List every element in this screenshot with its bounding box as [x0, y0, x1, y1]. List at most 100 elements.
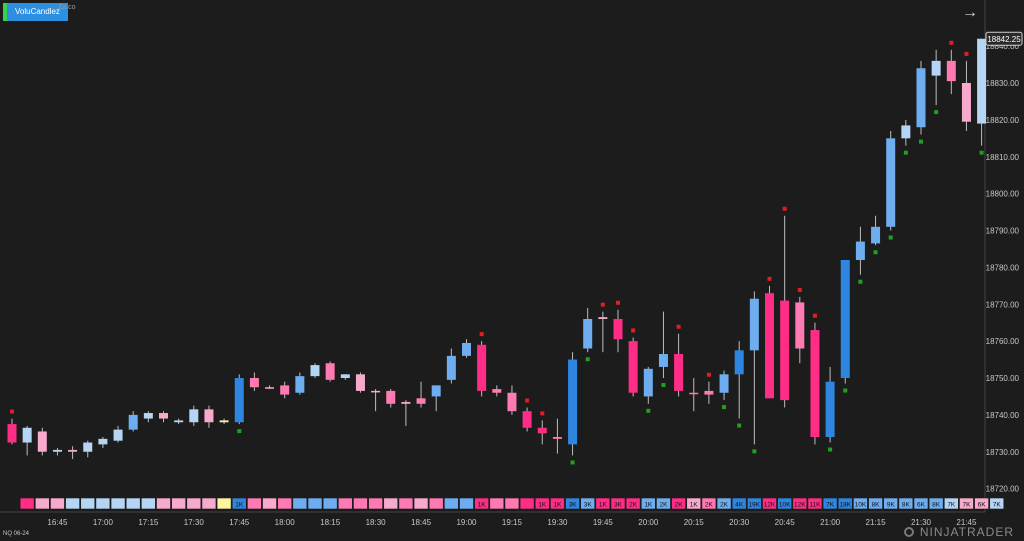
buy-signal-dot: [873, 250, 878, 255]
volume-cell: [822, 497, 838, 510]
volume-cell-label: 7K: [826, 502, 835, 509]
volume-cell: [292, 497, 308, 510]
price-tick-label: 18730.00: [986, 448, 1020, 457]
volume-cell: [747, 497, 762, 510]
volume-cell: [716, 497, 732, 510]
buy-signal-dot: [858, 279, 863, 284]
price-tick-label: 18780.00: [986, 263, 1020, 272]
candle-body: [916, 68, 926, 128]
candle-body: [249, 378, 259, 388]
volume-cell: [762, 497, 777, 510]
time-tick-label: 20:15: [684, 518, 705, 527]
candle-body: [431, 385, 441, 397]
time-tick-label: 19:30: [547, 518, 568, 527]
volume-cell: [550, 497, 565, 510]
sell-signal-dot: [964, 51, 969, 56]
volume-cell-label: 19K: [749, 502, 761, 509]
last-price-label: 18842.25: [987, 35, 1021, 44]
signal-dots: [10, 40, 984, 465]
volume-cell: [731, 497, 747, 510]
candles: [7, 38, 987, 460]
logo-ring-icon: [903, 527, 914, 537]
indicator-status-stripe: [3, 3, 7, 21]
buy-signal-dot: [646, 408, 651, 413]
buy-signal-dot: [828, 447, 833, 452]
volume-cell: [262, 497, 277, 510]
instrument-label: NQ 06-24: [3, 531, 30, 537]
volume-cell: [110, 497, 126, 510]
volume-cell: [777, 497, 792, 510]
sell-signal-dot: [767, 276, 772, 281]
sell-signal-dot: [949, 40, 954, 45]
time-tick-label: 17:00: [93, 518, 114, 527]
buy-signal-dot: [843, 388, 848, 393]
buy-signal-dot: [934, 110, 939, 115]
candle-body: [613, 319, 623, 340]
indicator-name: VoluCandlez: [7, 3, 68, 21]
volume-cell-label: 8K: [902, 502, 911, 509]
scroll-right-arrow-icon[interactable]: →: [962, 4, 978, 21]
time-tick-label: 16:45: [47, 518, 68, 527]
candle-body: [52, 449, 62, 452]
volume-cell-label: 10K: [855, 502, 867, 509]
candle-body: [204, 409, 214, 423]
volume-cell-label: 2K: [629, 502, 638, 509]
candle-body: [734, 350, 744, 375]
volume-cell-label: 18K: [839, 502, 851, 509]
candle-body: [643, 368, 653, 397]
volume-cell: [565, 497, 580, 510]
buy-signal-dot: [903, 150, 908, 155]
buy-signal-dot: [979, 150, 984, 155]
volume-cell-label: 7K: [993, 502, 1002, 509]
candle-body: [719, 374, 729, 393]
time-tick-label: 17:30: [184, 518, 205, 527]
candle-body: [446, 355, 456, 380]
volume-cell: [428, 497, 444, 510]
time-tick-label: 20:30: [729, 518, 750, 527]
candle-body: [234, 378, 244, 423]
indicator-badge[interactable]: VoluCandlez: [3, 3, 68, 21]
buy-signal-dot: [919, 139, 923, 144]
volume-cell: [413, 497, 429, 510]
volume-cell: [247, 497, 262, 510]
buy-signal-dot: [888, 235, 893, 240]
candle-body: [674, 354, 684, 391]
candle-body: [977, 38, 987, 124]
volume-cell-label: 3K: [614, 502, 623, 509]
volume-cell-label: 1K: [235, 502, 244, 509]
volume-cell: [534, 497, 550, 510]
candle-body: [462, 342, 471, 356]
volume-cell: [231, 497, 247, 510]
volume-cell: [19, 497, 35, 510]
candle-body: [189, 409, 199, 423]
candle-body: [280, 385, 290, 395]
volume-cell: [307, 497, 323, 510]
volume-cell: [444, 497, 459, 510]
candle-body: [295, 376, 305, 393]
candle-body: [113, 429, 123, 441]
volume-cell: [65, 497, 80, 510]
volume-cell-label: 1K: [538, 502, 547, 509]
sell-signal-dot: [540, 411, 545, 416]
candle-body: [143, 413, 153, 419]
candle-body: [159, 413, 168, 419]
volume-cell: [459, 497, 474, 510]
volume-cell-label: 9K: [887, 502, 896, 509]
buy-signal-dot: [752, 449, 757, 454]
sell-signal-dot: [10, 409, 14, 414]
volume-cell-label: 2K: [720, 502, 729, 509]
candle-body: [325, 363, 335, 380]
volume-cell: [156, 497, 171, 510]
sell-signal-dot: [676, 324, 681, 329]
sell-signal-dot: [797, 287, 802, 292]
volume-cell: [201, 497, 217, 510]
price-tick-label: 18720.00: [986, 485, 1020, 494]
candle-body: [98, 438, 108, 445]
volume-cell: [898, 497, 914, 510]
sell-signal-dot: [600, 302, 605, 307]
volume-cell: [504, 497, 520, 510]
sell-signal-dot: [479, 332, 484, 337]
volume-cell: [80, 497, 96, 510]
candle-body: [780, 300, 790, 401]
